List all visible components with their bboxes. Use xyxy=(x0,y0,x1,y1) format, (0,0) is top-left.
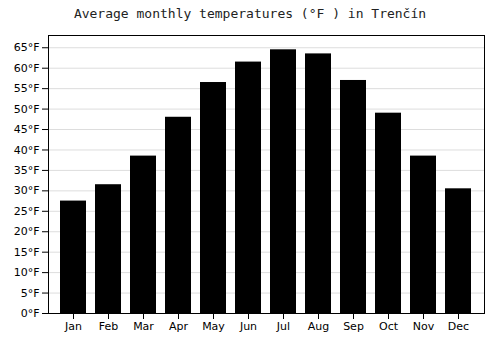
svg-text:5°F: 5°F xyxy=(21,287,40,300)
html-text:Average monthly temperatures (: Average monthly temperatures (°F ) in Tr… xyxy=(73,6,427,21)
svg-text:55°F: 55°F xyxy=(14,82,40,95)
svg-text:60°F: 60°F xyxy=(14,62,40,75)
svg-text:Jul: Jul xyxy=(276,320,290,333)
svg-text:Jun: Jun xyxy=(239,320,257,333)
svg-text:Sep: Sep xyxy=(343,320,364,333)
svg-text:0°F: 0°F xyxy=(21,307,40,320)
svg-text:50°F: 50°F xyxy=(14,103,40,116)
svg-text:65°F: 65°F xyxy=(14,41,40,54)
svg-text:10°F: 10°F xyxy=(14,266,40,279)
svg-text:Nov: Nov xyxy=(413,320,435,333)
svg-text:30°F: 30°F xyxy=(14,184,40,197)
svg-text:35°F: 35°F xyxy=(14,164,40,177)
svg-text:15°F: 15°F xyxy=(14,246,40,259)
svg-text:Apr: Apr xyxy=(169,320,189,333)
svg-text:Feb: Feb xyxy=(99,320,118,333)
svg-text:40°F: 40°F xyxy=(14,143,40,156)
svg-text:Mar: Mar xyxy=(133,320,154,333)
svg-text:Jan: Jan xyxy=(64,320,82,333)
svg-text:Oct: Oct xyxy=(379,320,399,333)
svg-text:45°F: 45°F xyxy=(14,123,40,136)
svg-text:Dec: Dec xyxy=(448,320,469,333)
svg-text:25°F: 25°F xyxy=(14,205,40,218)
svg-text:May: May xyxy=(202,320,225,333)
svg-text:Aug: Aug xyxy=(308,320,329,333)
svg-text:20°F: 20°F xyxy=(14,225,40,238)
